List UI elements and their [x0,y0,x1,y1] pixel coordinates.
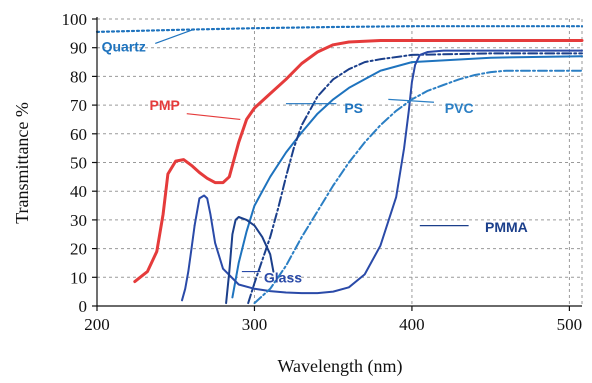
series-line-ps [231,55,583,299]
y-tick-label: 80 [70,67,87,86]
series-label-glass: Glass [264,269,302,285]
x-tick-label: 500 [557,315,583,334]
series-labels: Quartz PMP PS PVC PMMA Glass [102,38,528,285]
series-label-pmp: PMP [150,97,180,113]
y-tick-label: 10 [70,268,87,287]
series-line-pmp [133,39,584,284]
y-tick-label: 50 [70,154,87,173]
series-line-quartz [95,25,584,33]
y-tick-label: 0 [79,297,88,316]
y-tick-label: 40 [70,182,87,201]
series-line-ps-dashed [247,52,583,305]
y-tick-label: 70 [70,96,87,115]
leader-pmp [186,113,241,121]
x-tick-label: 200 [84,315,110,334]
series-line-glass [193,49,583,295]
series-lines [95,25,584,305]
leader-quartz [155,28,195,44]
y-tick-label: 100 [62,10,88,29]
y-tick-label: 20 [70,240,87,259]
y-tick-label: 60 [70,125,87,144]
series-label-pvc: PVC [445,100,474,116]
x-tick-label: 400 [399,315,425,334]
series-label-pmma: PMMA [485,219,528,235]
series-line-glass-left [181,224,196,302]
series-line-pvc [253,69,583,305]
x-axis-title: Wavelength (nm) [277,356,402,377]
leader-pvc [388,98,435,103]
y-tick-label: 90 [70,39,87,58]
x-tick-label: 300 [242,315,268,334]
label-leaders [155,28,469,273]
y-tick-label: 30 [70,211,87,230]
axes: 0 10 20 30 40 50 60 70 80 90 100 200 300 400 500 [62,10,583,334]
series-line-pmma [225,216,275,305]
grid [97,18,583,306]
series-label-ps: PS [344,100,363,116]
series-label-quartz: Quartz [102,38,146,54]
y-axis-title: Transmittance % [12,102,32,224]
